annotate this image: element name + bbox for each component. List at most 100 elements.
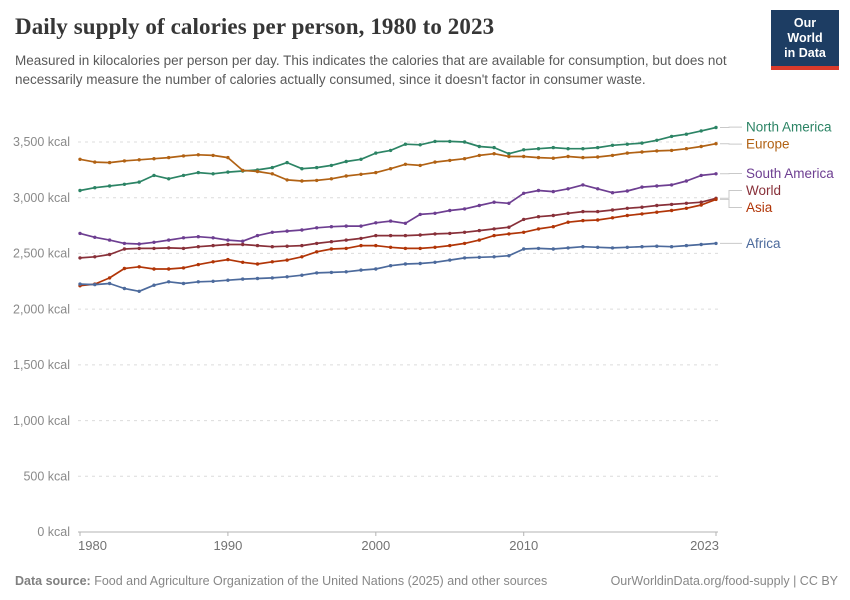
data-point[interactable] [388, 264, 393, 268]
data-point[interactable] [211, 279, 215, 283]
series-markers-europe[interactable] [78, 142, 718, 183]
data-point[interactable] [211, 243, 215, 248]
data-point[interactable] [167, 246, 171, 250]
data-point[interactable] [581, 155, 585, 160]
data-point[interactable] [492, 255, 496, 259]
data-point[interactable] [610, 216, 615, 220]
data-point[interactable] [211, 236, 215, 240]
data-point[interactable] [522, 247, 526, 251]
data-point[interactable] [625, 189, 629, 193]
data-point[interactable] [507, 254, 511, 258]
data-point[interactable] [137, 180, 141, 184]
data-point[interactable] [522, 230, 526, 234]
data-point[interactable] [78, 231, 82, 236]
data-point[interactable] [669, 134, 674, 139]
data-point[interactable] [551, 213, 555, 218]
data-point[interactable] [255, 169, 260, 174]
data-point[interactable] [536, 215, 541, 219]
data-point[interactable] [359, 224, 363, 228]
data-point[interactable] [388, 219, 393, 223]
data-point[interactable] [196, 262, 200, 267]
data-point[interactable] [344, 159, 348, 164]
data-point[interactable] [522, 148, 526, 152]
data-point[interactable] [655, 244, 659, 248]
data-point[interactable] [566, 211, 570, 215]
data-point[interactable] [374, 170, 378, 175]
data-point[interactable] [359, 172, 363, 176]
owid-footer-link[interactable]: OurWorldinData.org/food-supply | CC BY [610, 574, 838, 588]
data-point[interactable] [669, 183, 674, 187]
data-point[interactable] [344, 238, 348, 242]
data-point[interactable] [640, 150, 644, 154]
data-point[interactable] [300, 179, 304, 183]
data-point[interactable] [78, 157, 82, 161]
data-point[interactable] [211, 172, 215, 176]
legend-label-world[interactable]: World [746, 183, 781, 198]
data-point[interactable] [684, 243, 689, 248]
data-point[interactable] [462, 256, 467, 260]
data-point[interactable] [448, 208, 452, 213]
data-point[interactable] [403, 262, 408, 266]
data-point[interactable] [196, 245, 200, 249]
data-point[interactable] [566, 220, 570, 224]
data-point[interactable] [374, 233, 378, 238]
data-point[interactable] [329, 177, 334, 181]
legend-label-asia[interactable]: Asia [746, 200, 773, 215]
data-point[interactable] [536, 188, 541, 193]
series-line-world[interactable] [79, 197, 717, 259]
data-point[interactable] [152, 267, 156, 271]
data-point[interactable] [581, 209, 585, 214]
data-point[interactable] [714, 125, 718, 130]
data-point[interactable] [196, 170, 200, 175]
data-point[interactable] [403, 221, 408, 225]
data-point[interactable] [625, 142, 629, 146]
data-point[interactable] [596, 155, 600, 159]
data-point[interactable] [507, 152, 511, 156]
data-point[interactable] [315, 250, 319, 254]
data-point[interactable] [78, 188, 82, 193]
data-point[interactable] [137, 246, 141, 251]
data-point[interactable] [78, 282, 82, 286]
data-point[interactable] [300, 273, 304, 277]
data-point[interactable] [536, 227, 541, 231]
data-point[interactable] [344, 270, 348, 274]
data-point[interactable] [699, 200, 703, 204]
data-point[interactable] [300, 228, 304, 232]
data-point[interactable] [300, 243, 304, 248]
data-point[interactable] [255, 243, 260, 248]
data-point[interactable] [152, 283, 156, 287]
data-point[interactable] [448, 258, 452, 262]
data-point[interactable] [167, 155, 171, 160]
data-point[interactable] [448, 139, 452, 144]
data-point[interactable] [625, 151, 629, 155]
data-point[interactable] [374, 221, 378, 225]
data-point[interactable] [418, 163, 422, 168]
data-point[interactable] [433, 160, 437, 164]
data-point[interactable] [522, 191, 526, 195]
data-point[interactable] [714, 172, 718, 176]
data-point[interactable] [255, 233, 260, 238]
data-point[interactable] [477, 153, 481, 158]
data-point[interactable] [196, 280, 200, 284]
data-point[interactable] [359, 157, 363, 161]
data-point[interactable] [241, 260, 245, 264]
data-point[interactable] [640, 212, 644, 216]
data-point[interactable] [625, 245, 629, 249]
data-point[interactable] [122, 182, 127, 186]
data-point[interactable] [137, 158, 141, 162]
series-markers-north-america[interactable] [78, 125, 718, 193]
data-point[interactable] [566, 246, 570, 250]
data-point[interactable] [196, 235, 200, 239]
data-point[interactable] [122, 159, 127, 163]
data-point[interactable] [714, 241, 718, 246]
data-point[interactable] [684, 179, 689, 183]
data-point[interactable] [581, 218, 585, 223]
data-point[interactable] [536, 155, 541, 160]
data-point[interactable] [507, 154, 511, 159]
series-line-africa[interactable] [79, 242, 717, 293]
data-point[interactable] [640, 141, 644, 145]
data-point[interactable] [566, 147, 570, 151]
data-point[interactable] [403, 162, 408, 166]
data-point[interactable] [388, 167, 393, 171]
data-point[interactable] [477, 238, 481, 242]
